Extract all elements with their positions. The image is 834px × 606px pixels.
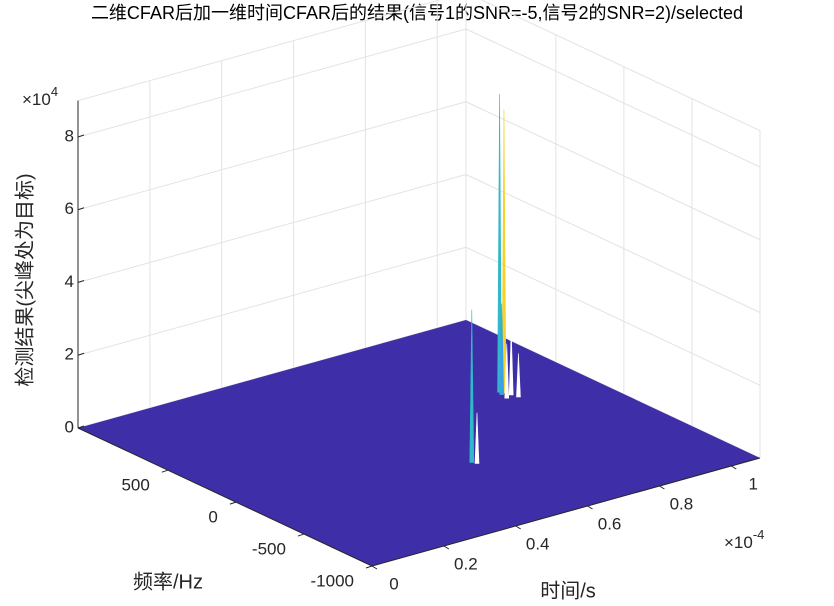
z-multiplier: ×104	[22, 84, 58, 109]
peak	[474, 412, 480, 464]
x-multiplier-base: ×10	[724, 533, 753, 552]
y-tick-label: 0	[208, 508, 217, 527]
z-tick	[77, 352, 85, 356]
y-tick	[297, 533, 305, 537]
z-tick	[77, 207, 85, 211]
y-tick-label: 500	[121, 476, 149, 495]
x-multiplier-exponent: -4	[753, 527, 765, 542]
x-tick	[371, 565, 378, 570]
chart-title: 二维CFAR后加一维时间CFAR后的结果(信号1的SNR=-5,信号2的SNR=…	[91, 3, 743, 23]
z-tick-label: 4	[65, 272, 74, 291]
z-tick	[77, 280, 85, 283]
grid-line	[465, 101, 761, 241]
x-axis-label: 时间/s	[540, 579, 596, 602]
z-tick-label: 2	[65, 345, 74, 364]
x-tick-label: 1	[749, 474, 758, 493]
y-tick	[229, 501, 237, 505]
y-tick	[365, 565, 373, 569]
x-tick	[587, 505, 593, 510]
x-tick-label: 0.6	[598, 514, 622, 533]
x-tick-label: 0.2	[454, 554, 478, 573]
x-tick	[515, 525, 521, 530]
x-axis	[371, 457, 761, 567]
z-tick-label: 6	[65, 199, 74, 218]
x-tick-label: 0	[389, 574, 398, 593]
grid-line	[77, 246, 467, 356]
grid-line	[77, 174, 467, 283]
x-tick	[659, 485, 665, 490]
box-edge	[77, 0, 442, 102]
x-tick	[443, 545, 450, 550]
grid-line	[465, 28, 761, 168]
peak	[504, 343, 510, 399]
peak	[516, 353, 521, 398]
peak	[469, 309, 475, 463]
x-tick-label: 0.8	[670, 494, 694, 513]
y-tick-label: -500	[252, 540, 286, 559]
peak	[499, 303, 505, 395]
surface	[78, 320, 760, 566]
y-tick-label: -1000	[311, 571, 354, 590]
y-axis	[77, 427, 373, 567]
z-tick	[77, 134, 85, 138]
z-axis-label: 检测结果(尖峰处为目标)	[13, 173, 36, 386]
x-multiplier: ×10-4	[724, 527, 764, 552]
box-edge	[480, 0, 761, 132]
z-multiplier-exponent: 4	[51, 84, 58, 99]
y-axis-label: 频率/Hz	[133, 570, 203, 593]
grid-line	[77, 28, 467, 138]
y-tick	[161, 469, 168, 473]
z-tick	[77, 425, 85, 429]
grid-line	[77, 101, 467, 211]
z-tick-label: 8	[65, 126, 74, 145]
z-tick-label: 0	[65, 417, 74, 436]
peak	[508, 329, 514, 396]
grid-line	[465, 246, 761, 386]
x-tick-label: 0.4	[526, 534, 550, 553]
grid-line	[465, 174, 761, 313]
z-multiplier-base: ×10	[22, 90, 51, 109]
x-tick	[731, 465, 737, 470]
